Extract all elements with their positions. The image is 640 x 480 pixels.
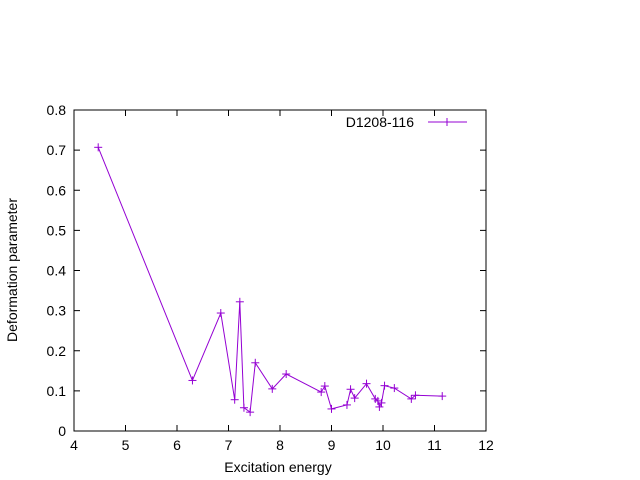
data-point [235,297,244,306]
legend: D1208-116 [346,114,467,130]
x-tick-label: 8 [276,437,284,453]
y-tick-label: 0.2 [47,343,67,359]
data-point [373,396,382,405]
data-point [320,382,329,391]
x-tick-label: 4 [70,437,78,453]
data-point [251,358,260,367]
x-axis-ticks: 4 5 6 7 8 9 10 11 12 [70,110,494,453]
data-point [268,384,277,393]
y-tick-label: 0.3 [47,303,67,319]
data-point [411,391,420,400]
x-tick-label: 6 [173,437,181,453]
data-point [317,388,326,397]
y-tick-label: 0.6 [47,182,67,198]
series-line [97,147,443,414]
data-point [230,395,239,404]
y-axis-label: Deformation parameter [4,198,20,342]
y-tick-label: 0.4 [47,263,67,279]
y-tick-label: 0.7 [47,142,67,158]
data-point [380,381,389,390]
data-point [94,143,103,152]
plot-frame [73,109,487,432]
data-point [407,394,416,403]
y-tick-label: 0.5 [47,222,67,238]
data-point [239,403,248,412]
legend-marker [443,118,451,126]
data-point [327,404,336,413]
x-tick-label: 10 [375,437,391,453]
data-point [375,402,384,411]
y-tick-label: 0.8 [47,102,67,118]
x-tick-label: 12 [478,437,494,453]
data-point [216,309,225,318]
y-axis-ticks: 0 0.1 0.2 0.3 0.4 0.5 0.6 0.7 0.8 [47,102,486,439]
data-point [438,392,447,401]
x-axis-label: Excitation energy [224,459,331,475]
series-layer [94,143,447,417]
x-tick-label: 7 [225,437,233,453]
x-tick-label: 11 [427,437,442,453]
data-point [246,408,255,417]
data-point [350,394,359,403]
data-point [188,376,197,385]
data-point [390,384,399,393]
data-point [342,400,351,409]
y-tick-label: 0 [58,423,66,439]
data-point [282,370,291,379]
legend-label: D1208-116 [346,114,414,130]
data-point [346,385,355,394]
y-tick-label: 0.1 [47,383,67,399]
x-tick-label: 5 [122,437,130,453]
data-point [362,379,371,388]
x-tick-label: 9 [328,437,336,453]
data-point [377,398,386,407]
